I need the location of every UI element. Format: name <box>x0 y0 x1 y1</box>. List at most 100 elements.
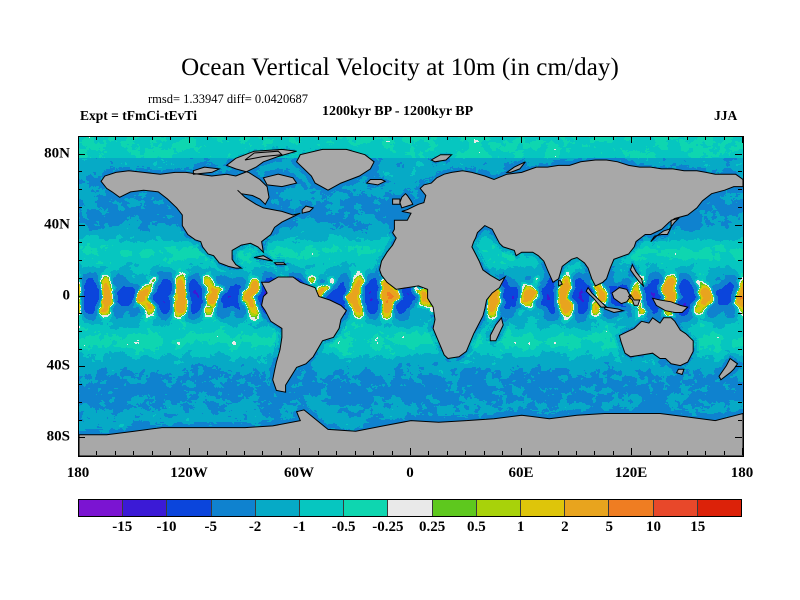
coastline-path-22 <box>507 162 526 173</box>
ytick-minor <box>78 171 82 172</box>
xtick-minor <box>484 136 485 140</box>
xtick-major <box>631 448 632 455</box>
ytick-minor <box>78 420 82 421</box>
xtick-minor <box>724 136 725 140</box>
coastline-path-3 <box>393 199 400 204</box>
xtick-minor <box>96 136 97 140</box>
ytick-minor <box>738 242 742 243</box>
xtick-minor <box>392 451 393 455</box>
ytick-minor <box>738 278 742 279</box>
colorbar-label-5: -0.5 <box>331 519 356 535</box>
xtick-minor <box>465 451 466 455</box>
colorbar-label-4: -1 <box>293 519 306 535</box>
xtick-minor <box>318 451 319 455</box>
xtick-minor <box>373 136 374 140</box>
coastline-path-9 <box>619 318 693 366</box>
coastline-path-18 <box>631 265 644 286</box>
xtick-minor <box>558 136 559 140</box>
xtick-minor <box>281 451 282 455</box>
xtick-minor <box>539 451 540 455</box>
ytick-major <box>735 296 742 297</box>
colorbar-label-10: 2 <box>561 519 569 535</box>
xtick-minor <box>226 136 227 140</box>
colorbar-label-12: 10 <box>645 519 661 535</box>
colorbar-label-3: -2 <box>248 519 262 535</box>
ytick-major <box>78 437 85 438</box>
xtick-label-5: 120E <box>614 465 648 481</box>
experiment-annotation: Expt = tFmCi-tEvTi <box>80 108 197 123</box>
coastline-path-25 <box>245 151 282 160</box>
colorbar-cell-3 <box>211 500 256 516</box>
statistics-annotation: rmsd= 1.33947 diff= 0.0420687 <box>148 92 309 106</box>
xtick-minor <box>392 136 393 140</box>
ytick-label-1: 40N <box>44 216 70 233</box>
xtick-minor <box>484 451 485 455</box>
xtick-minor <box>594 136 595 140</box>
xtick-label-0: 180 <box>66 465 90 481</box>
xtick-major <box>189 448 190 455</box>
xtick-major <box>410 136 411 143</box>
xtick-major <box>742 448 743 455</box>
xtick-minor <box>170 136 171 140</box>
colorbar-label-1: -10 <box>156 519 177 535</box>
colorbar-label-2: -5 <box>204 519 218 535</box>
xtick-major <box>521 448 522 455</box>
xtick-major <box>299 448 300 455</box>
ytick-minor <box>738 260 742 261</box>
ytick-minor <box>738 313 742 314</box>
colorbar-cell-12 <box>609 500 654 516</box>
xtick-minor <box>318 136 319 140</box>
xtick-minor <box>613 451 614 455</box>
coastline-path-11 <box>653 298 688 312</box>
xtick-minor <box>650 136 651 140</box>
xtick-major <box>78 448 79 455</box>
colorbar-label-7: 0.25 <box>419 519 446 535</box>
xtick-major <box>189 136 190 143</box>
coastline-path-1 <box>380 160 743 359</box>
ytick-major <box>735 366 742 367</box>
ytick-minor <box>78 349 82 350</box>
colorbar-cell-1 <box>123 500 168 516</box>
xtick-minor <box>355 136 356 140</box>
ytick-minor <box>78 278 82 279</box>
xtick-minor <box>244 451 245 455</box>
coastline-path-14 <box>586 288 606 308</box>
ytick-label-0: 80N <box>44 145 70 162</box>
ytick-minor <box>738 189 742 190</box>
xtick-minor <box>613 136 614 140</box>
ytick-minor <box>78 207 82 208</box>
coastline-path-0 <box>79 410 743 456</box>
colorbar-cell-5 <box>300 500 345 516</box>
xtick-minor <box>133 136 134 140</box>
season-annotation: JJA <box>714 108 738 123</box>
ytick-minor <box>78 384 82 385</box>
page-title: Ocean Vertical Velocity at 10m (in cm/da… <box>181 54 619 81</box>
ytick-minor <box>738 384 742 385</box>
coastline-path-5 <box>297 149 375 190</box>
ytick-minor <box>738 420 742 421</box>
colorbar-cell-11 <box>565 500 610 516</box>
ytick-minor <box>738 331 742 332</box>
colorbar-cell-0 <box>79 500 124 516</box>
xtick-minor <box>355 451 356 455</box>
ytick-label-2: 0 <box>62 287 71 304</box>
ytick-minor <box>78 313 82 314</box>
xtick-minor <box>650 451 651 455</box>
xtick-label-6: 180 <box>730 465 754 481</box>
coastline-path-26 <box>193 167 219 174</box>
xtick-minor <box>226 451 227 455</box>
xtick-minor <box>705 451 706 455</box>
xtick-minor <box>668 451 669 455</box>
ytick-minor <box>738 402 742 403</box>
xtick-minor <box>687 136 688 140</box>
xtick-minor <box>539 136 540 140</box>
xtick-label-4: 60E <box>508 465 534 481</box>
xtick-minor <box>687 451 688 455</box>
colorbar <box>78 499 742 517</box>
xtick-minor <box>594 451 595 455</box>
coastline-path-20 <box>254 256 273 261</box>
coastline-path-21 <box>275 263 286 265</box>
xtick-minor <box>152 136 153 140</box>
ytick-label-4: 80S <box>46 428 70 445</box>
